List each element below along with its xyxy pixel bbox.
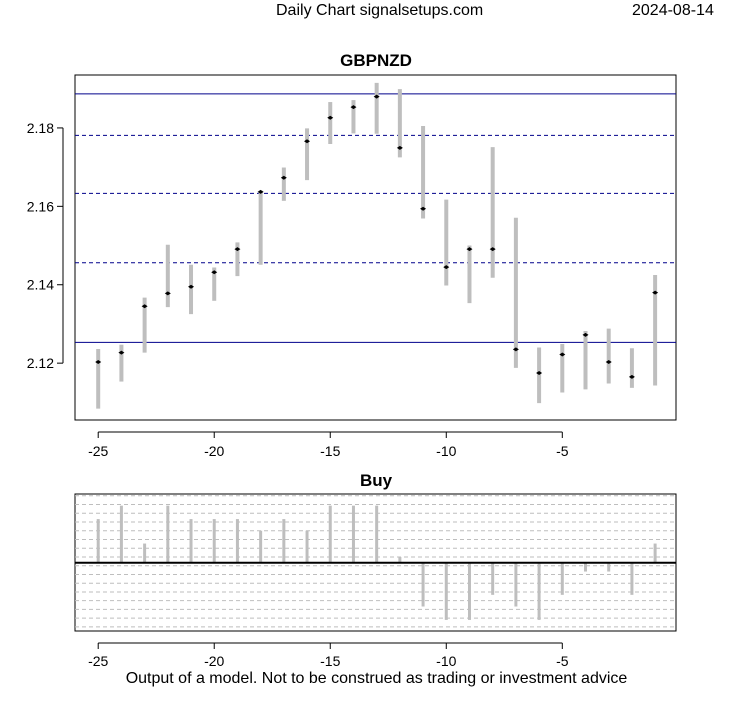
price-close-marker-5 bbox=[211, 270, 218, 275]
price-bars bbox=[96, 82, 658, 409]
buy-x-axis: -25 -20 -15 -10 -5 bbox=[88, 642, 569, 669]
price-panel: GBPNZD -25 -20 -15 -10 -5 2.12 2.14 2.16 2.18 bbox=[27, 51, 677, 459]
price-x-tick-label-1: -20 bbox=[204, 443, 224, 459]
price-close-marker-22 bbox=[605, 359, 612, 364]
price-close-marker-18 bbox=[512, 347, 519, 352]
price-y-axis: 2.12 2.14 2.16 2.18 bbox=[27, 120, 64, 371]
price-close-marker-16 bbox=[466, 247, 473, 252]
price-close-marker-14 bbox=[420, 206, 427, 211]
price-x-axis: -25 -20 -15 -10 -5 bbox=[88, 431, 569, 459]
price-close-marker-10 bbox=[327, 115, 334, 120]
buy-x-tick-label-0: -25 bbox=[88, 653, 108, 669]
buy-bars bbox=[96, 505, 657, 620]
buy-x-tick-label-1: -20 bbox=[204, 653, 224, 669]
price-close-marker-15 bbox=[443, 265, 450, 270]
buy-x-tick-label-4: -5 bbox=[556, 653, 569, 669]
price-x-tick-label-0: -25 bbox=[88, 443, 108, 459]
buy-chart-title: Buy bbox=[360, 471, 393, 490]
price-plot-frame bbox=[74, 74, 677, 421]
price-close-marker-24 bbox=[652, 290, 659, 295]
price-close-marker-8 bbox=[280, 175, 287, 180]
price-close-markers bbox=[95, 94, 659, 379]
buy-x-tick-label-3: -10 bbox=[436, 653, 456, 669]
price-close-marker-19 bbox=[536, 370, 543, 375]
price-close-marker-6 bbox=[234, 247, 241, 252]
price-close-marker-11 bbox=[350, 105, 357, 110]
buy-x-tick-label-2: -15 bbox=[320, 653, 340, 669]
chart-header-date: 2024-08-14 bbox=[632, 2, 714, 19]
price-close-marker-20 bbox=[559, 352, 566, 357]
price-chart-title: GBPNZD bbox=[340, 51, 412, 70]
buy-grid-lines bbox=[75, 495, 676, 628]
price-close-marker-3 bbox=[164, 291, 171, 296]
buy-panel: Buy -25 -20 -15 -10 -5 bbox=[74, 471, 677, 669]
chart-header-source: Daily Chart signalsetups.com bbox=[276, 2, 484, 19]
price-close-marker-4 bbox=[188, 284, 195, 289]
price-close-marker-1 bbox=[118, 350, 125, 355]
price-close-marker-7 bbox=[257, 189, 264, 194]
price-x-tick-label-3: -10 bbox=[436, 443, 456, 459]
price-y-tick-label-1: 2.14 bbox=[27, 277, 54, 293]
price-y-tick-label-3: 2.18 bbox=[27, 120, 54, 136]
price-close-marker-9 bbox=[304, 139, 311, 144]
price-close-marker-2 bbox=[141, 304, 148, 309]
price-close-marker-23 bbox=[628, 374, 635, 379]
price-close-marker-17 bbox=[489, 247, 496, 252]
price-close-marker-0 bbox=[95, 359, 102, 364]
price-y-tick-label-2: 2.16 bbox=[27, 198, 54, 214]
disclaimer-footer: Output of a model. Not to be construed a… bbox=[125, 670, 628, 687]
price-x-tick-label-4: -5 bbox=[556, 443, 569, 459]
price-close-marker-21 bbox=[582, 332, 589, 337]
price-y-tick-label-0: 2.12 bbox=[27, 355, 54, 371]
price-close-marker-13 bbox=[396, 145, 403, 150]
price-x-tick-label-2: -15 bbox=[320, 443, 340, 459]
price-close-marker-12 bbox=[373, 94, 380, 99]
